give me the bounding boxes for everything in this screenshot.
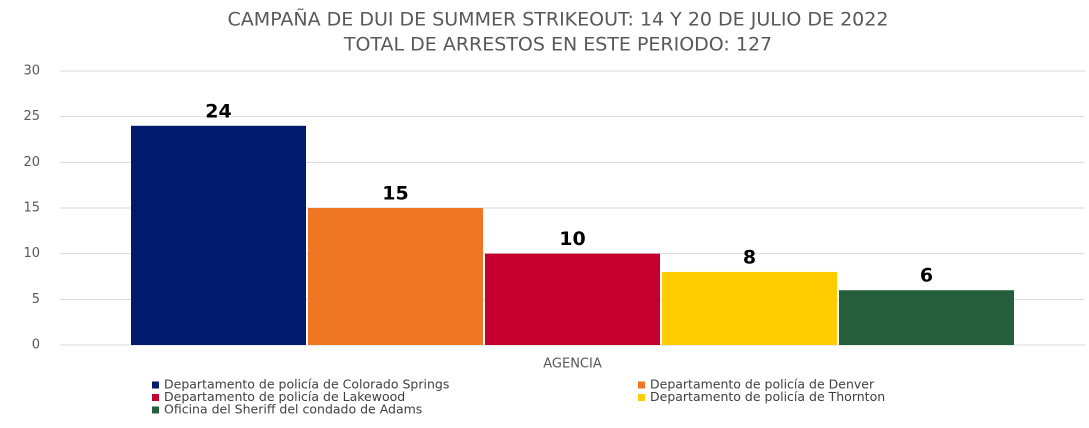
data-label: 10 [559,228,585,250]
y-tick-label: 10 [23,246,40,261]
bar [308,208,483,345]
data-label: 6 [920,265,933,287]
data-label: 8 [743,246,756,268]
legend-label: Departamento de policía de Thornton [650,389,885,404]
y-tick-label: 5 [32,292,40,307]
y-tick-label: 0 [32,338,40,353]
legend-swatch [638,381,645,389]
y-tick-label: 20 [23,155,40,170]
x-tick-label: AGENCIA [543,357,602,372]
chart-title: CAMPAÑA DE DUI DE SUMMER STRIKEOUT: 14 Y… [228,8,889,31]
y-tick-label: 30 [23,64,40,79]
bar [839,290,1014,345]
legend-swatch [152,381,159,389]
y-tick-label: 25 [23,109,40,124]
legend-label: Departamento de policía de Lakewood [164,389,405,404]
legend-label: Departamento de policía de Denver [650,377,875,392]
bar [485,253,660,345]
y-tick-label: 15 [23,201,40,216]
bar [131,125,306,345]
data-label: 24 [205,100,231,122]
chart-subtitle: TOTAL DE ARRESTOS EN ESTE PERIODO: 127 [343,34,772,56]
legend-swatch [152,394,159,401]
bar [662,271,837,345]
legend-swatch [152,406,159,414]
legend-label: Departamento de policía de Colorado Spri… [164,377,449,392]
data-label: 15 [382,183,408,205]
legend-label: Oficina del Sheriff del condado de Adams [164,402,422,417]
legend-swatch [638,394,645,401]
